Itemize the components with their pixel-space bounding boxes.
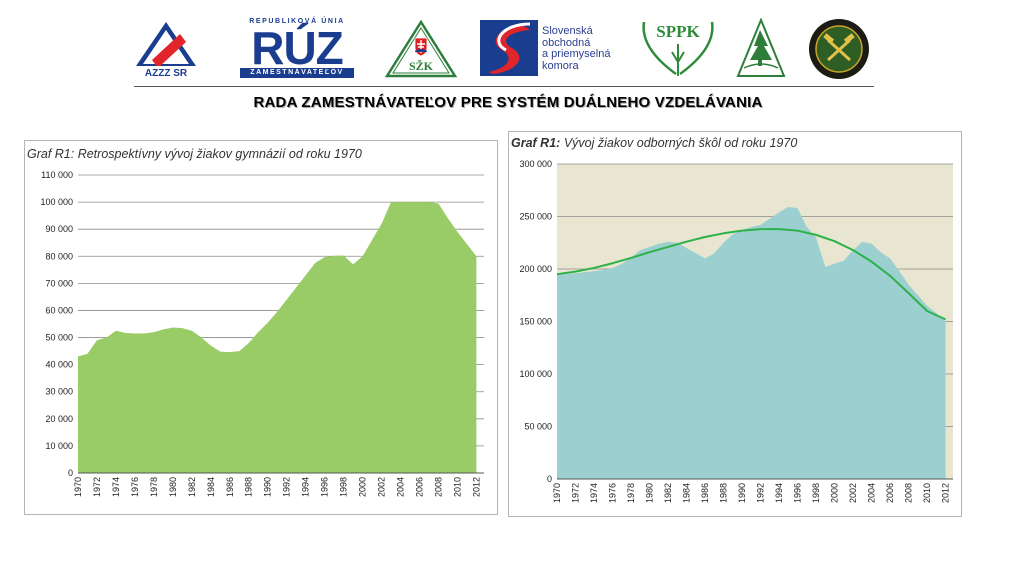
page-title: RADA ZAMESTNÁVATEĽOV PRE SYSTÉM DUÁLNEHO… bbox=[253, 94, 763, 111]
chart-title-prefix: Graf R1: bbox=[511, 136, 561, 150]
chart-title-text: Vývoj žiakov odborných škôl od roku 1970 bbox=[563, 136, 798, 150]
chart-title: Graf R1: Vývoj žiakov odborných škôl od … bbox=[511, 136, 797, 150]
chart-title: Graf R1: Retrospektívny vývoj žiakov gym… bbox=[27, 147, 362, 161]
soz-line: a priemyselná bbox=[542, 48, 611, 60]
x-tick-label: 1998 bbox=[811, 483, 821, 503]
x-tick-label: 2002 bbox=[377, 477, 387, 497]
soz-line: komora bbox=[542, 59, 579, 72]
chart-gymnasium: Graf R1: Retrospektívny vývoj žiakov gym… bbox=[24, 140, 498, 515]
y-tick-label: 50 000 bbox=[524, 422, 552, 432]
x-tick-label: 1990 bbox=[263, 477, 273, 497]
x-tick-label: 1976 bbox=[130, 477, 140, 497]
y-tick-label: 150 000 bbox=[519, 317, 552, 327]
y-tick-label: 0 bbox=[68, 468, 73, 478]
chart-gymnasium-plot: 0 10 000 20 000 30 000 40 000 50 000 60 000 70 … bbox=[40, 170, 484, 497]
x-tick-label: 2002 bbox=[848, 483, 858, 503]
sppk-logo: SPPK bbox=[636, 18, 720, 78]
y-tick-label: 60 000 bbox=[45, 305, 73, 315]
x-tick-label: 1970 bbox=[552, 483, 562, 503]
x-tick-label: 1996 bbox=[320, 477, 330, 497]
y-tick-label: 300 000 bbox=[519, 159, 552, 169]
x-tick-label: 1970 bbox=[73, 477, 83, 497]
y-tick-label: 20 000 bbox=[45, 414, 73, 424]
y-tick-label: 10 000 bbox=[45, 441, 73, 451]
soz-logo-text: Slovenská obchodná a priemyselná komora bbox=[542, 25, 611, 72]
mining-chamber-logo bbox=[808, 18, 870, 80]
y-tick-label: 250 000 bbox=[519, 212, 552, 222]
x-tick-label: 1992 bbox=[282, 477, 292, 497]
x-tick-label: 1978 bbox=[626, 483, 636, 503]
area-series bbox=[78, 202, 477, 473]
x-tick-label: 1974 bbox=[111, 477, 121, 497]
y-tick-label: 110 000 bbox=[41, 170, 73, 180]
x-tick-label: 2012 bbox=[471, 477, 481, 497]
x-tick-label: 1984 bbox=[206, 477, 216, 497]
x-tick-label: 1976 bbox=[608, 483, 618, 503]
y-tick-label: 70 000 bbox=[45, 278, 73, 288]
x-tick-label: 1972 bbox=[92, 477, 102, 497]
area-series bbox=[557, 207, 946, 480]
forest-logo bbox=[736, 17, 786, 78]
y-tick-label: 100 000 bbox=[519, 369, 552, 379]
y-tick-label: 100 000 bbox=[40, 197, 73, 207]
x-tick-label: 1996 bbox=[793, 483, 803, 503]
x-tick-label: 2012 bbox=[941, 483, 951, 503]
szk-logo: SŽK bbox=[384, 19, 458, 78]
y-tick-label: 200 000 bbox=[519, 264, 552, 274]
ruz-logo-bottom: ZAMESTNÁVATEĽOV bbox=[240, 68, 354, 78]
x-tick-label: 1978 bbox=[149, 477, 159, 497]
y-tick-label: 90 000 bbox=[45, 224, 73, 234]
azzz-logo-text: AZZZ SR bbox=[145, 68, 188, 78]
chart-vocational: Graf R1: Vývoj žiakov odborných škôl od … bbox=[508, 131, 962, 517]
x-tick-label: 2010 bbox=[922, 483, 932, 503]
y-tick-label: 50 000 bbox=[45, 333, 73, 343]
soz-line: obchodná bbox=[542, 36, 591, 49]
ruz-logo: REPUBLIKOVÁ ÚNIA RÚZ ZAMESTNÁVATEĽOV bbox=[240, 18, 354, 78]
ruz-logo-top: REPUBLIKOVÁ ÚNIA bbox=[249, 18, 345, 25]
header-rule bbox=[134, 86, 874, 87]
x-tick-label: 1980 bbox=[645, 483, 655, 503]
chart-vocational-plot: 0 50 000 100 000 150 000 200 000 250 000 300 0… bbox=[519, 159, 953, 503]
x-tick-label: 2000 bbox=[830, 483, 840, 503]
soz-logo: Slovenská obchodná a priemyselná komora bbox=[480, 20, 630, 78]
x-tick-label: 2000 bbox=[358, 477, 368, 497]
x-tick-label: 1998 bbox=[339, 477, 349, 497]
x-tick-label: 2004 bbox=[867, 483, 877, 503]
y-tick-label: 0 bbox=[547, 474, 552, 484]
trend-line bbox=[556, 228, 947, 321]
x-tick-label: 1992 bbox=[756, 483, 766, 503]
x-tick-label: 1994 bbox=[774, 483, 784, 503]
x-tick-label: 1986 bbox=[700, 483, 710, 503]
x-tick-label: 1984 bbox=[682, 483, 692, 503]
x-tick-label: 1974 bbox=[589, 483, 599, 503]
x-tick-label: 1986 bbox=[225, 477, 235, 497]
x-tick-label: 1982 bbox=[663, 483, 673, 503]
x-tick-label: 2008 bbox=[433, 477, 443, 497]
x-tick-label: 1972 bbox=[571, 483, 581, 503]
x-tick-label: 2008 bbox=[904, 483, 914, 503]
y-tick-label: 30 000 bbox=[45, 387, 73, 397]
x-tick-label: 1994 bbox=[301, 477, 311, 497]
x-tick-label: 1990 bbox=[737, 483, 747, 503]
x-tick-label: 2006 bbox=[885, 483, 895, 503]
x-tick-label: 2010 bbox=[452, 477, 462, 497]
x-tick-label: 1980 bbox=[168, 477, 178, 497]
x-tick-label: 2006 bbox=[414, 477, 424, 497]
y-tick-label: 80 000 bbox=[45, 251, 73, 261]
x-tick-label: 1982 bbox=[187, 477, 197, 497]
szk-logo-text: SŽK bbox=[409, 59, 434, 73]
x-tick-label: 1988 bbox=[244, 477, 254, 497]
sppk-logo-text: SPPK bbox=[656, 22, 700, 41]
ruz-logo-main: RÚZ bbox=[251, 22, 344, 74]
x-tick-label: 1988 bbox=[719, 483, 729, 503]
y-tick-label: 40 000 bbox=[45, 360, 73, 370]
x-tick-label: 2004 bbox=[396, 477, 406, 497]
soz-line: Slovenská bbox=[542, 25, 593, 37]
azzz-logo: AZZZ SR bbox=[134, 20, 198, 79]
